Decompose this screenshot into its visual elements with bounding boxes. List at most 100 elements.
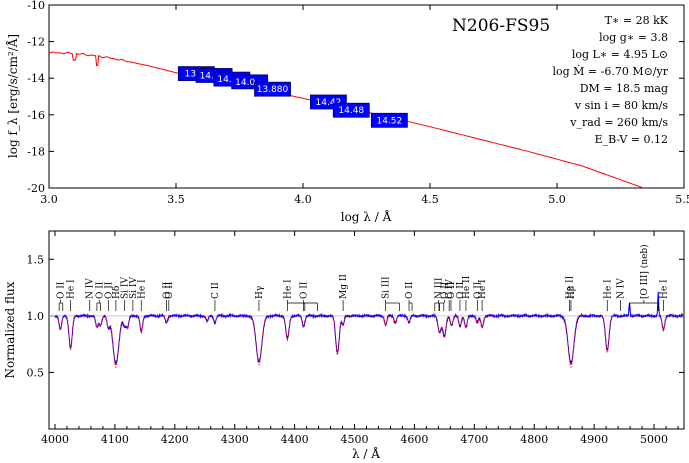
sed-parameter: v_rad = 260 km/s (569, 116, 668, 129)
sed-parameter: log L∗ = 4.95 L⊙ (572, 48, 668, 61)
spectrum-x-tick-label: 4300 (221, 433, 249, 446)
line-id-label: C IV (445, 279, 455, 299)
spectrum-x-tick-label: 4500 (341, 433, 369, 446)
sed-plot-frame (48, 4, 685, 189)
spectrum-plot-frame (48, 230, 685, 430)
sed-x-axis: 3.0 3.5 4.0 4.5 5.0 5.5 (40, 5, 689, 206)
line-id-label: Si III (382, 276, 392, 299)
sed-x-tick-label: 5.0 (548, 193, 566, 206)
sed-parameter: E_B-V = 0.12 (595, 133, 668, 146)
line-id: He II (566, 275, 576, 311)
sed-y-tick-label: -16 (27, 109, 45, 122)
line-id-label: O II (456, 281, 466, 299)
line-id-label: O II (162, 281, 172, 299)
sed-photometry-box (332, 102, 370, 118)
sed-x-tick-label: 5.5 (675, 193, 689, 206)
line-id-label: He I (478, 279, 488, 299)
line-id: Si IV (121, 277, 131, 311)
line-id-label: O II (440, 281, 450, 299)
line-id-label: N IV (617, 278, 627, 299)
line-id-label: O II (447, 281, 457, 299)
spectrum-y-axis-label: Normalized flux (3, 281, 17, 378)
sed-photometry-label: 14.52 (376, 116, 402, 126)
spectrum-x-tick-label: 4100 (101, 433, 129, 446)
line-id: He II (462, 275, 472, 311)
spectrum-y-tick-label: 1.5 (27, 253, 45, 266)
line-id-label: He I (283, 279, 293, 299)
line-id: O II (300, 281, 310, 311)
line-id-label: Hγ (255, 286, 265, 299)
spectrum-x-tick-label: 4600 (400, 433, 428, 446)
sed-y-axis-label: log f_λ [erg/s/cm²/Å] (5, 34, 20, 158)
line-id: O II (56, 281, 66, 311)
line-id-label: N IV (86, 278, 96, 299)
sed-y-tick-label: -14 (27, 72, 45, 85)
line-id: He I (67, 279, 77, 311)
line-id: O II (165, 281, 175, 311)
spectrum-x-tick-label: 4200 (161, 433, 189, 446)
sed-photometry-label: 14.42 (316, 98, 342, 108)
spectrum-y-tick-label: 1.0 (27, 310, 45, 323)
spectrum-x-tick-label: 4900 (580, 433, 608, 446)
line-id: Hδ (112, 286, 122, 311)
observed-spectrum-line (54, 291, 684, 366)
sed-x-tick-label: 4.5 (421, 193, 439, 206)
spectrum-panel: 4000 4100 4200 4300 4400 4500 4600 4700 4800 4900… (3, 230, 685, 461)
line-id: O II (95, 281, 105, 311)
line-id: He I (603, 279, 613, 311)
spectrum-x-tick-label: 5000 (640, 433, 668, 446)
sed-panel: 3.0 3.5 4.0 4.5 5.0 5.5 -20 -18 -16 -14 -12 -10 13… (5, 0, 689, 224)
line-id-label: C II (211, 282, 221, 299)
spectrum-x-tick-label: 4000 (41, 433, 69, 446)
sed-x-axis-label: log λ / Å (341, 209, 392, 224)
line-id: Hβ (567, 286, 577, 311)
line-id-label: O II (473, 281, 483, 299)
spectrum-y-axis: 0.5 1.0 1.5 (27, 253, 684, 379)
spectrum-x-tick-label: 4400 (281, 433, 309, 446)
sed-x-tick-label: 3.0 (40, 193, 58, 206)
sed-star-name: N206-FS95 (452, 16, 550, 36)
line-id-label: He I (603, 279, 613, 299)
line-id-label: Hβ (567, 286, 577, 299)
line-id: He I (478, 279, 488, 311)
line-id-label: He II (566, 275, 576, 299)
line-id-label: O II (405, 281, 415, 299)
line-id-label: Si IV (121, 277, 131, 299)
spectrum-y-tick-label: 0.5 (27, 366, 45, 379)
line-id: N III (434, 277, 444, 311)
spectrum-x-axis-label: λ / Å (352, 446, 380, 461)
line-id: O II (456, 281, 466, 311)
line-id-label: Si IV (129, 277, 139, 299)
spectrum-x-tick-label: 4700 (460, 433, 488, 446)
line-id: O II (405, 281, 415, 311)
line-id: He I (137, 279, 147, 311)
spectrum-x-tick-label: 4800 (520, 433, 548, 446)
line-id-label: O II (300, 281, 310, 299)
sed-x-tick-label: 4.0 (294, 193, 312, 206)
sed-y-tick-label: -12 (27, 36, 45, 49)
sed-x-tick-label: 3.5 (167, 193, 185, 206)
sed-y-tick-label: -20 (27, 182, 45, 195)
line-id: O II (447, 281, 457, 311)
sed-parameter: log g∗ = 3.8 (599, 31, 668, 44)
line-id-label: He I (137, 279, 147, 299)
model-spectrum-line (55, 315, 684, 368)
line-id-label: Hδ (112, 286, 122, 299)
line-id-label: Mg II (339, 274, 349, 299)
sed-y-tick-label: -10 (27, 0, 45, 12)
line-id: Si IV (129, 277, 139, 311)
line-id: N IV (86, 278, 96, 311)
line-id: O II (473, 281, 483, 311)
line-id: Si III (382, 276, 400, 311)
line-id-label: O II (104, 281, 114, 299)
sed-y-axis: -20 -18 -16 -14 -12 -10 (27, 0, 684, 195)
line-id-label: O II (165, 281, 175, 299)
sed-parameters: T∗ = 28 kK log g∗ = 3.8 log L∗ = 4.95 L⊙ lo… (552, 14, 668, 146)
line-id-label: He I (660, 279, 670, 299)
sed-photometry-label: 14.0… (235, 78, 264, 88)
line-id-label: [O III] (neb) (639, 244, 650, 299)
sed-photometry-label: 14.48 (338, 106, 364, 116)
line-id: C II (211, 282, 221, 311)
